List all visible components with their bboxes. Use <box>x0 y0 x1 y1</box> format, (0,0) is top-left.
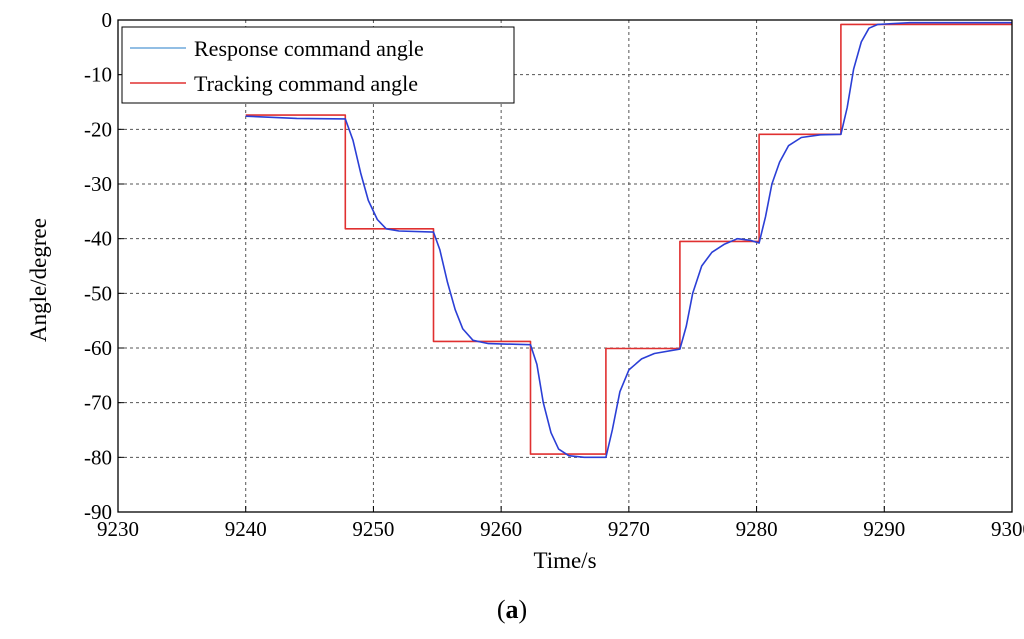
plot-frame <box>117 19 1013 513</box>
x-tick-label: 9230 <box>97 517 139 541</box>
x-tick-label: 9250 <box>352 517 394 541</box>
y-tick-label: -50 <box>84 281 112 305</box>
x-tick-label: 9260 <box>480 517 522 541</box>
x-tick-label: 9270 <box>608 517 650 541</box>
y-tick-label: -20 <box>84 117 112 141</box>
y-tick-label: -90 <box>84 500 112 524</box>
legend-box <box>121 26 515 104</box>
x-axis-label: Time/s <box>533 548 596 573</box>
y-tick-label: 0 <box>102 8 113 32</box>
y-tick-label: -70 <box>84 391 112 415</box>
legend: Response command angle Tracking command … <box>121 26 515 104</box>
y-tick-label: -60 <box>84 336 112 360</box>
x-tick-label: 9240 <box>225 517 267 541</box>
grid-lines <box>118 20 1012 512</box>
x-tick-label: 9280 <box>736 517 778 541</box>
figure-caption: (a) <box>497 595 527 624</box>
series-response-line <box>245 21 1012 459</box>
y-tick-label: -10 <box>84 63 112 87</box>
caption-letter: a <box>506 595 519 624</box>
y-tick-label: -80 <box>84 445 112 469</box>
legend-entry-response: Response command angle <box>194 36 424 61</box>
y-tick-label: -30 <box>84 172 112 196</box>
x-tick-label: 9290 <box>863 517 905 541</box>
y-axis-label: Angle/degree <box>26 218 51 342</box>
legend-entry-tracking: Tracking command angle <box>194 71 418 96</box>
y-tick-label: -40 <box>84 227 112 251</box>
series-lines <box>245 21 1012 459</box>
